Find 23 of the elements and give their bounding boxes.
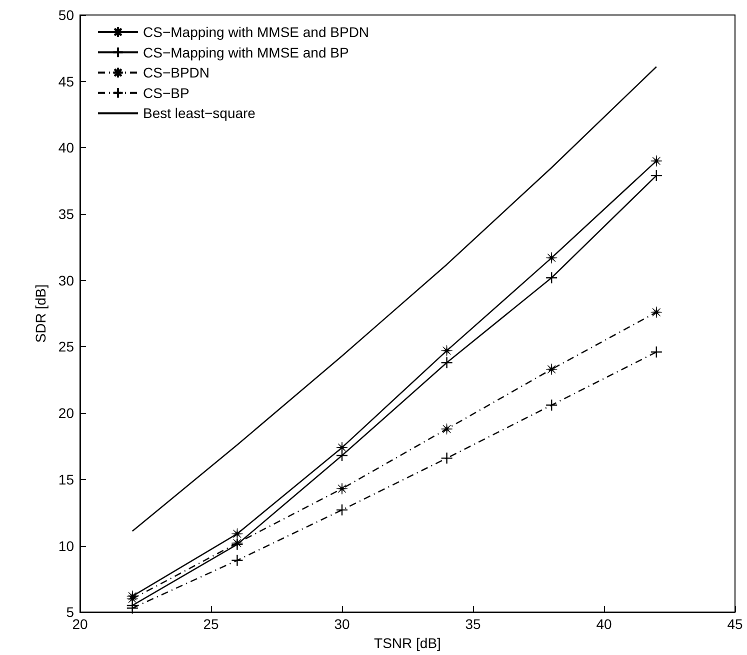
legend-label: CS−Mapping with MMSE and BPDN <box>143 24 370 40</box>
x-tick-label: 25 <box>203 616 219 632</box>
x-tick-label: 20 <box>72 616 88 632</box>
y-tick-label: 30 <box>58 272 74 288</box>
x-tick-label: 35 <box>465 616 481 632</box>
y-tick-label: 35 <box>58 206 74 222</box>
y-tick-label: 10 <box>58 538 74 554</box>
y-tick-label: 50 <box>58 7 74 23</box>
y-tick-label: 15 <box>58 471 74 488</box>
y-tick-label: 40 <box>58 140 74 156</box>
y-tick-label: 20 <box>58 405 74 422</box>
y-tick-label: 5 <box>66 604 74 620</box>
x-tick-label: 40 <box>596 616 612 632</box>
legend-label: Best least−square <box>143 105 256 122</box>
legend-label: CS−BPDN <box>143 64 210 81</box>
legend-label: CS−Mapping with MMSE and BP <box>143 44 349 60</box>
legend-label: CS−BP <box>143 84 190 101</box>
x-axis-title: TSNR [dB] <box>374 635 441 651</box>
x-tick-label: 30 <box>334 616 350 632</box>
y-tick-label: 45 <box>58 73 74 90</box>
x-tick-label: 45 <box>727 616 743 632</box>
y-axis-title: SDR [dB] <box>32 284 49 343</box>
y-tick-label: 25 <box>58 338 74 355</box>
